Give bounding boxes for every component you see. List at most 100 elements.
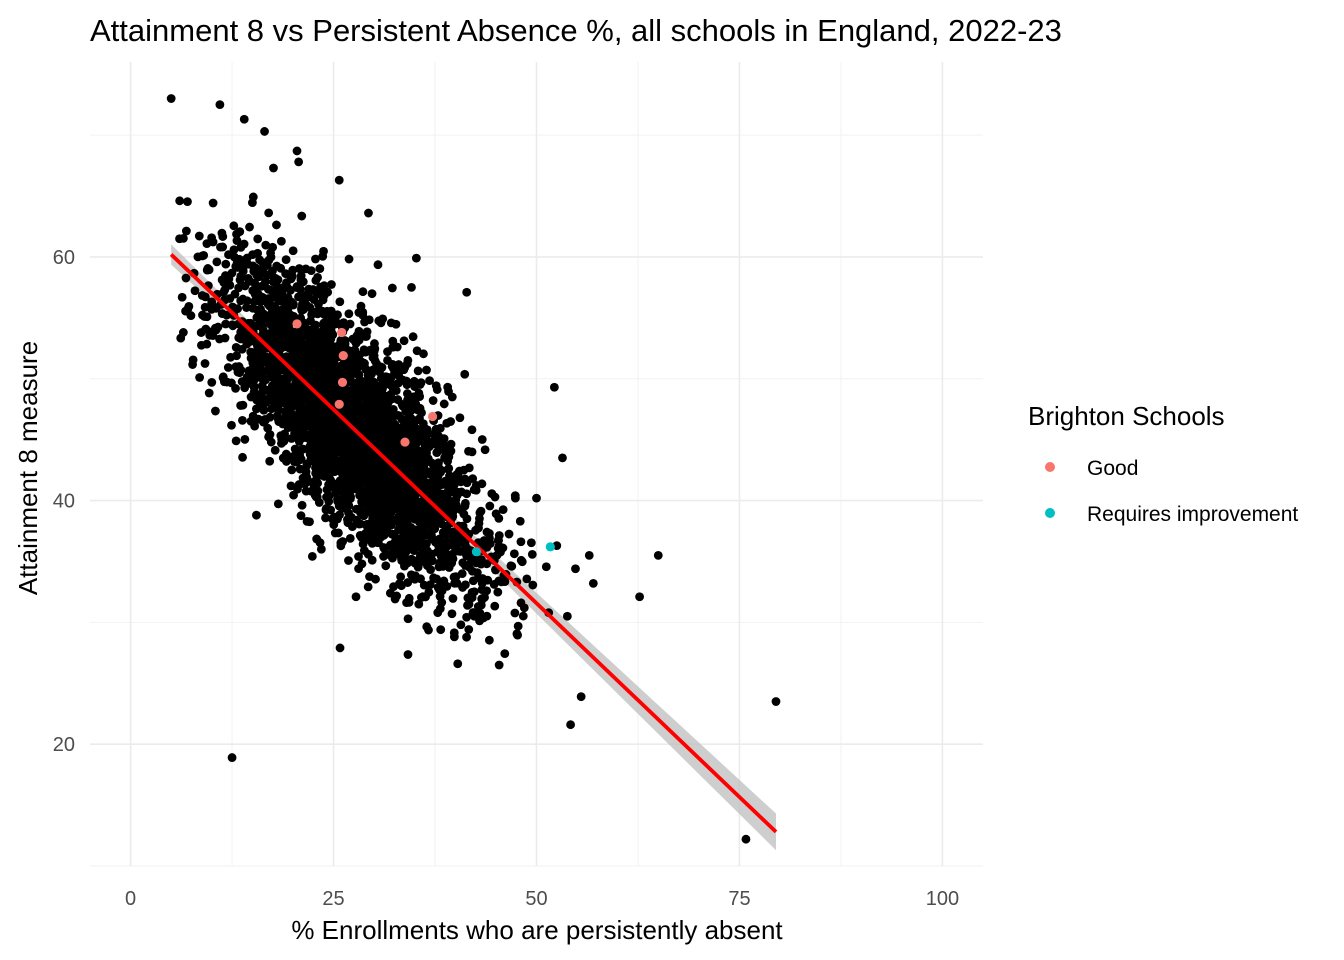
school-point xyxy=(351,592,361,602)
school-point xyxy=(516,537,526,547)
school-point xyxy=(281,373,291,383)
school-point xyxy=(235,227,245,237)
school-point xyxy=(353,383,362,392)
school-point xyxy=(388,342,398,352)
school-point xyxy=(422,622,432,632)
school-point xyxy=(473,523,483,533)
school-point xyxy=(348,439,358,448)
school-point xyxy=(232,236,242,246)
school-point xyxy=(373,538,382,547)
legend: Brighton Schools Good Requires improveme… xyxy=(1028,401,1298,526)
school-point xyxy=(288,417,298,427)
school-point xyxy=(468,609,478,618)
x-tick-label: 100 xyxy=(926,888,959,910)
school-point xyxy=(406,508,416,518)
school-point xyxy=(255,402,264,412)
school-point xyxy=(336,478,346,488)
school-point xyxy=(463,593,473,603)
school-point xyxy=(372,493,382,503)
school-point xyxy=(416,574,425,584)
school-point xyxy=(313,365,322,375)
school-point xyxy=(429,573,438,583)
school-point xyxy=(417,544,427,553)
school-point xyxy=(294,264,304,273)
school-point xyxy=(273,414,283,424)
school-point xyxy=(313,478,323,488)
school-point xyxy=(249,387,259,397)
brighton-point-good xyxy=(338,350,348,361)
school-point xyxy=(281,269,291,279)
school-point xyxy=(453,659,463,669)
school-point xyxy=(354,552,363,561)
brighton-point-good xyxy=(334,399,344,409)
school-point xyxy=(297,500,307,510)
school-point xyxy=(469,587,479,597)
school-point xyxy=(297,211,307,221)
school-point xyxy=(287,297,296,307)
school-point xyxy=(253,359,263,368)
school-point xyxy=(215,100,225,110)
school-point xyxy=(268,266,277,276)
school-point xyxy=(398,507,408,517)
school-point xyxy=(434,541,443,550)
school-point xyxy=(306,266,316,276)
school-point xyxy=(296,426,306,436)
school-point xyxy=(198,310,207,320)
school-point xyxy=(460,474,470,484)
x-tick-label: 50 xyxy=(525,888,547,910)
school-point xyxy=(344,501,354,511)
school-point xyxy=(475,608,485,618)
school-point xyxy=(269,163,278,173)
x-tick-label: 25 xyxy=(322,888,344,910)
school-point xyxy=(279,380,289,390)
school-point xyxy=(576,692,586,702)
school-point xyxy=(361,421,371,431)
x-axis-title: % Enrollments who are persistently absen… xyxy=(291,915,783,945)
school-point xyxy=(339,452,349,461)
school-point xyxy=(260,127,269,136)
school-point xyxy=(315,289,325,299)
school-point xyxy=(248,192,258,202)
school-point xyxy=(477,594,487,604)
school-point xyxy=(482,611,492,621)
school-point xyxy=(436,625,446,635)
school-point xyxy=(275,307,285,317)
school-point xyxy=(364,208,373,218)
school-point xyxy=(313,272,322,282)
school-point xyxy=(327,329,337,339)
school-point xyxy=(322,492,331,502)
school-point xyxy=(227,420,236,430)
school-point xyxy=(406,530,416,540)
school-point xyxy=(517,557,527,567)
school-point xyxy=(308,426,318,436)
school-point xyxy=(418,522,428,532)
school-point xyxy=(428,396,438,405)
school-point xyxy=(287,389,297,399)
school-point xyxy=(253,234,263,244)
school-point xyxy=(271,370,280,379)
school-point xyxy=(248,250,257,260)
school-point xyxy=(263,423,273,433)
school-point xyxy=(345,494,355,503)
school-point xyxy=(528,580,538,590)
school-point xyxy=(251,415,261,425)
school-point xyxy=(407,421,416,431)
school-point xyxy=(231,436,241,446)
school-point xyxy=(427,522,437,531)
school-point xyxy=(267,404,276,414)
school-point xyxy=(363,520,373,529)
school-point xyxy=(421,529,431,539)
school-point xyxy=(311,254,320,264)
school-point xyxy=(306,486,316,496)
school-point xyxy=(463,548,473,558)
school-point xyxy=(344,370,354,379)
school-point xyxy=(238,415,247,425)
school-point xyxy=(281,255,291,265)
school-point xyxy=(331,457,341,467)
school-point xyxy=(202,265,212,275)
school-point xyxy=(477,555,486,565)
school-point xyxy=(477,479,487,489)
school-point xyxy=(236,365,246,375)
school-point xyxy=(412,453,422,462)
school-point xyxy=(393,395,403,404)
